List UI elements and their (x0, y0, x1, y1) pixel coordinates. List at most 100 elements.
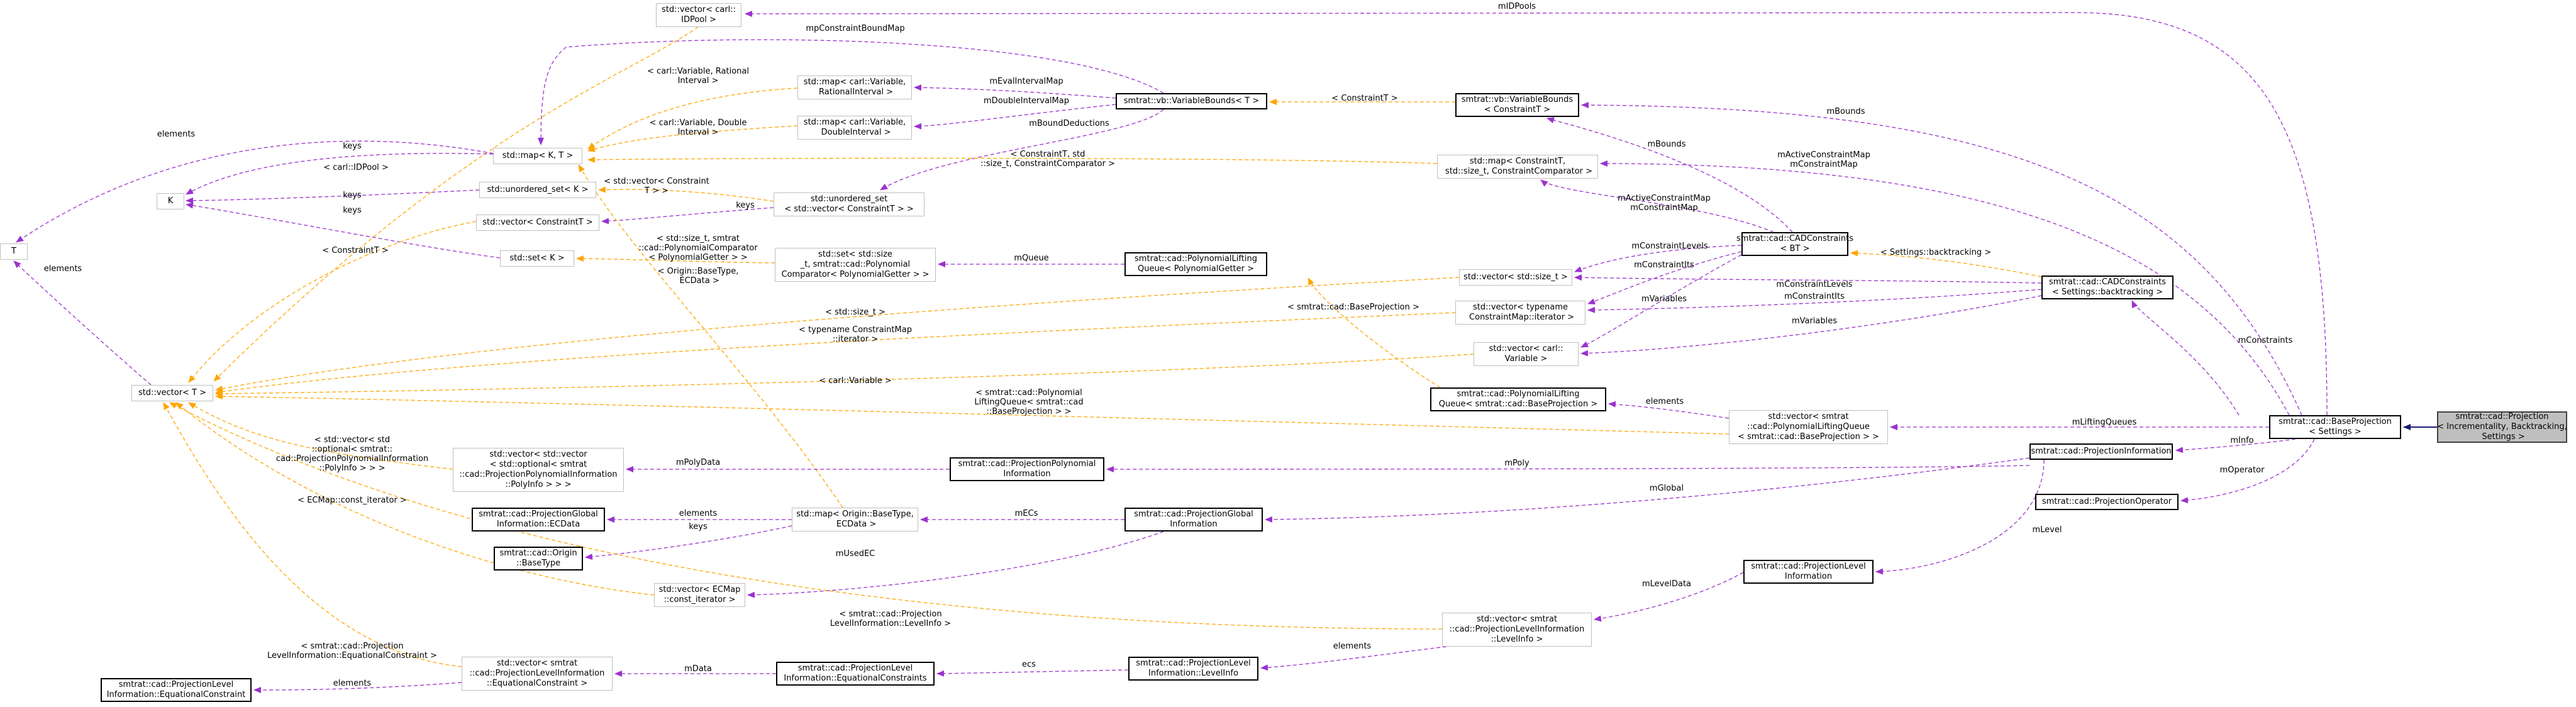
edge-minfo (2175, 438, 2296, 454)
edge-ecs (936, 669, 1129, 677)
edge-label-carl-variable-rational: < carl::Variable, Rational Interval > (647, 67, 749, 86)
node-cad-constraints-backtracking[interactable]: smtrat::cad::CADConstraints < Settings::… (2041, 276, 2174, 299)
edge-label-carl-variable-double: < carl::Variable, Double Interval > (649, 118, 747, 137)
node-cad-constraints-bt[interactable]: smtrat::cad::CADConstraints < BT > (1736, 232, 1853, 256)
edge-elements-e (253, 682, 462, 693)
node-map-origin-basetype[interactable]: std::map< Origin::BaseType, ECData > (792, 508, 918, 532)
edge-label-midpools: mIDPools (1497, 2, 1536, 11)
edge-origin-ecdata (578, 164, 843, 508)
edge-label-keys-a: keys (343, 142, 362, 151)
node-map-k-t[interactable]: std::map< K, T > (493, 148, 582, 164)
edge-label-mconstraints: mConstraints (2238, 336, 2293, 345)
node-equational-constraint[interactable]: smtrat::cad::ProjectionLevel Information… (101, 678, 252, 702)
edge-label-keys-origin: keys (689, 522, 708, 532)
edge-label-origin-basetype-ecdata: < Origin::BaseType, ECData > (657, 267, 739, 286)
edge-mpoly (1106, 465, 2030, 472)
edge-label-keys-c: keys (736, 201, 755, 210)
edge-cad-mconstraintlevels-b (1574, 274, 2042, 284)
edge-base-projection (1307, 277, 1441, 388)
node-projection-level-information[interactable]: smtrat::cad::ProjectionLevel Information (1743, 560, 1874, 584)
edge-carl-variable (215, 353, 1474, 397)
edge-label-mvariables-b: mVariables (1791, 316, 1838, 326)
node-t[interactable]: T (0, 243, 28, 260)
edge-label-mconstraintits-b: mConstraintIts (1784, 292, 1845, 301)
edge-label-mconstraintlevels-a: mConstraintLevels (1631, 242, 1708, 251)
edge-label-elements-levelinfo: elements (1333, 642, 1372, 651)
edge-moperator (2180, 438, 2315, 504)
edge-label-keys-b: keys (343, 191, 362, 200)
edge-label-mbounds-left: mBounds (1647, 140, 1686, 149)
node-vector-carl-variable[interactable]: std::vector< carl:: Variable > (1474, 342, 1579, 366)
node-projection-global-information[interactable]: smtrat::cad::ProjectionGlobal Informatio… (1124, 508, 1263, 532)
edge-mevalintervalmap (914, 84, 1116, 99)
node-vector-t[interactable]: std::vector< T > (131, 385, 213, 401)
edge-label-mqueue: mQueue (1014, 253, 1049, 263)
edge-label-mliftingqueues: mLiftingQueues (2072, 418, 2137, 427)
edge-keys-c (601, 207, 774, 225)
edge-label-elements-ecdata: elements (679, 509, 718, 518)
node-vector-lifting-queue[interactable]: std::vector< smtrat ::cad::PolynomialLif… (1729, 410, 1888, 444)
node-map-constraint-comparator[interactable]: std::map< ConstraintT, std::size_t, Cons… (1437, 155, 1598, 179)
edge-label-mvariables-a: mVariables (1641, 294, 1687, 304)
node-set-k[interactable]: std::set< K > (500, 250, 574, 267)
edge-keys-e (585, 525, 792, 560)
node-vector-size-t[interactable]: std::vector< std::size_t > (1459, 269, 1572, 286)
edge-typename-cmap (215, 312, 1456, 395)
edge-carl-rational (587, 87, 798, 150)
node-vector-ecmap-iterator[interactable]: std::vector< ECMap ::const_iterator > (654, 583, 745, 607)
node-unordered-set-k[interactable]: std::unordered_set< K > (479, 182, 596, 198)
node-vector-vector-optional[interactable]: std::vector< std::vector < std::optional… (453, 448, 624, 492)
edge-label-elements-t: elements (43, 264, 82, 274)
node-equational-constraints[interactable]: smtrat::cad::ProjectionLevel Information… (776, 662, 935, 686)
edge-label-constraintt-comparator: < ConstraintT, std ::size_t, ConstraintC… (980, 150, 1115, 169)
node-vector-level-info[interactable]: std::vector< smtrat ::cad::ProjectionLev… (1442, 613, 1592, 647)
edge-label-elements-queue: elements (1645, 397, 1684, 406)
node-projection-information[interactable]: smtrat::cad::ProjectionInformation (2029, 443, 2173, 460)
edge-label-mglobal: mGlobal (1649, 484, 1684, 493)
edge-elements-d (1260, 646, 1447, 671)
node-unordered-set-vector[interactable]: std::unordered_set < std::vector< Constr… (774, 192, 924, 216)
edge-label-mlevel: mLevel (2032, 525, 2062, 535)
edge-label-mconstraintboundmap: mpConstraintBoundMap (806, 24, 905, 33)
node-vector-constraint-t[interactable]: std::vector< ConstraintT > (476, 214, 599, 231)
edge-keys-b (186, 189, 480, 204)
node-vb-variable-bounds-constraint[interactable]: smtrat::vb::VariableBounds < ConstraintT… (1455, 93, 1579, 117)
edge-label-mdoubleintervalmap: mDoubleIntervalMap (984, 96, 1069, 106)
edge-label-mleveldata: mLevelData (1641, 579, 1692, 589)
edge-label-elements-top: elements (157, 130, 196, 139)
edge-vector-vector-opt (188, 402, 453, 470)
node-k[interactable]: K (157, 193, 184, 209)
edge-label-polynomial-lifting-queue: < smtrat::cad::Polynomial LiftingQueue< … (974, 388, 1084, 416)
node-base-projection[interactable]: smtrat::cad::BaseProjection < Settings > (2269, 415, 2401, 439)
node-projection-global-ecdata[interactable]: smtrat::cad::ProjectionGlobal Informatio… (472, 508, 605, 532)
node-vb-variable-bounds-t[interactable]: smtrat::vb::VariableBounds< T > (1116, 93, 1267, 109)
edge-mleveldata (1594, 572, 1744, 622)
node-level-info[interactable]: smtrat::cad::ProjectionLevel Information… (1128, 657, 1258, 681)
node-projection-polynomial-information[interactable]: smtrat::cad::ProjectionPolynomial Inform… (950, 457, 1104, 481)
edge-label-mpoly: mPoly (1504, 459, 1530, 468)
node-map-variable-double[interactable]: std::map< carl::Variable, DoubleInterval… (797, 116, 912, 140)
node-projection-incrementality[interactable]: smtrat::cad::Projection < Incrementality… (2437, 411, 2567, 443)
node-polynomial-lifting-queue-getter[interactable]: smtrat::cad::PolynomialLifting Queue< Po… (1124, 252, 1267, 276)
node-polynomial-lifting-queue[interactable]: smtrat::cad::PolynomialLifting Queue< sm… (1430, 387, 1606, 411)
edge-idpool (213, 26, 699, 382)
edge-label-mpolydata: mPolyData (675, 458, 721, 467)
edge-keys-a (186, 153, 494, 195)
edge-lifting-queue (215, 393, 1729, 435)
edge-ecmap-iter (175, 402, 655, 596)
node-vector-equational-constraint[interactable]: std::vector< smtrat ::cad::ProjectionLev… (462, 657, 613, 691)
node-origin-basetype[interactable]: smtrat::cad::Origin ::BaseType (494, 547, 583, 571)
edge-elements-f (13, 260, 152, 386)
edge-label-minfo: mInfo (2230, 436, 2254, 445)
node-map-variable-rational[interactable]: std::map< carl::Variable, RationalInterv… (797, 75, 912, 99)
edge-eq-constraint-tpl (163, 402, 462, 667)
edge-label-mactiveconstraintmap-b: mActiveConstraintMap mConstraintMap (1618, 194, 1711, 213)
node-set-size-t-comparator[interactable]: std::set< std::size _t, smtrat::cad::Pol… (775, 248, 936, 282)
node-vector-typename-iterator[interactable]: std::vector< typename ConstraintMap::ite… (1455, 301, 1585, 325)
node-projection-operator[interactable]: smtrat::cad::ProjectionOperator (2035, 494, 2179, 510)
edge-label-mdata: mData (684, 664, 712, 674)
edge-constraintt-b (188, 221, 477, 383)
node-vector-idpool[interactable]: std::vector< carl:: IDPool > (656, 3, 741, 27)
edge-cad-mvariables-a (1580, 254, 1742, 348)
